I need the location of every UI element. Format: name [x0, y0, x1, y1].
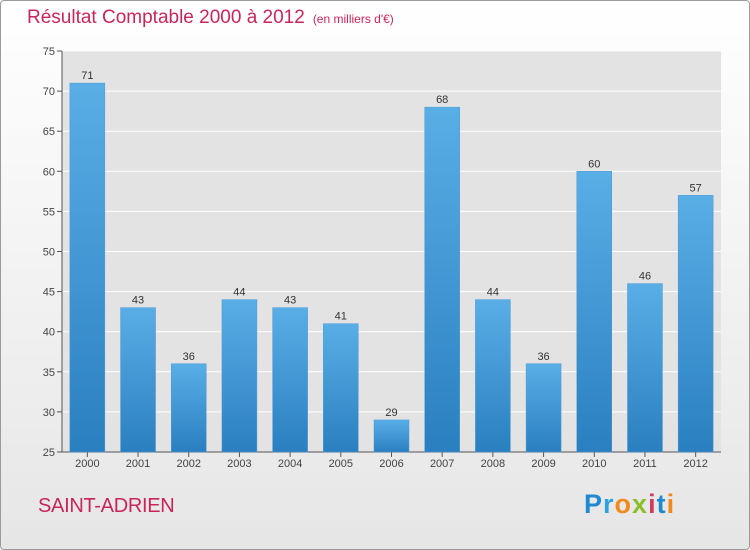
- axis-layer: 25 30 35 40 45 50 55 60 65 70 75 2000 2001 2002 2003 20…: [43, 46, 721, 470]
- x-tick-label: 2008: [481, 458, 505, 470]
- logo-letter: o: [614, 489, 633, 519]
- y-tick-label: 60: [43, 166, 55, 178]
- bar-2008: [475, 299, 511, 453]
- value-label: 43: [132, 295, 144, 307]
- value-label: 44: [487, 287, 499, 299]
- logo-letter: t: [656, 489, 667, 519]
- x-tick-label: 2000: [75, 458, 99, 470]
- value-label: 46: [639, 271, 651, 283]
- x-tick-label: 2001: [126, 458, 150, 470]
- bar-2002: [170, 363, 207, 453]
- x-tick-label: 2003: [227, 458, 251, 470]
- value-label: 57: [690, 182, 702, 194]
- x-tick-label: 2009: [531, 458, 555, 470]
- x-tick-label: 2005: [329, 458, 353, 470]
- chart-unit-text: (en milliers d'€): [312, 12, 394, 26]
- x-tick-label: 2004: [278, 458, 302, 470]
- bar-2000: [69, 82, 106, 453]
- commune-name: SAINT-ADRIEN: [38, 495, 175, 517]
- value-label: 43: [284, 295, 296, 307]
- label-layer: 71 43 36 44 43 41 29 68 44 36 60 46 57: [81, 70, 702, 419]
- value-label: 36: [537, 351, 549, 363]
- y-tick-label: 35: [43, 367, 55, 379]
- y-tick-label: 70: [43, 86, 55, 98]
- logo-letter: i: [666, 489, 676, 519]
- logo-letter: x: [632, 489, 649, 519]
- bar-2009: [525, 363, 562, 453]
- value-label: 36: [183, 351, 195, 363]
- proxiti-logo[interactable]: Proxiti: [584, 489, 675, 520]
- bar-2010: [576, 171, 613, 453]
- logo-letter: i: [648, 489, 657, 519]
- x-tick-label: 2007: [430, 458, 454, 470]
- y-tick-label: 65: [43, 126, 55, 138]
- bar-2001: [120, 307, 156, 453]
- value-label: 60: [588, 158, 600, 170]
- value-label: 29: [385, 407, 397, 419]
- value-label: 68: [436, 94, 448, 106]
- y-tick-label: 25: [43, 447, 55, 459]
- bar-2006: [373, 419, 410, 453]
- bar-2007: [424, 106, 460, 453]
- bar-2004: [272, 307, 308, 453]
- x-tick-label: 2010: [582, 458, 606, 470]
- value-label: 41: [335, 311, 347, 323]
- bar-layer: [69, 82, 714, 453]
- y-tick-label: 30: [43, 407, 55, 419]
- y-tick-label: 50: [43, 247, 55, 259]
- y-tick-label: 55: [43, 206, 55, 218]
- chart-title: Résultat Comptable 2000 à 2012 (en millie…: [27, 7, 394, 29]
- bar-2005: [323, 323, 359, 453]
- x-tick-label: 2006: [379, 458, 403, 470]
- logo-letter: r: [603, 489, 615, 519]
- grid-layer: [62, 50, 721, 453]
- value-label: 44: [233, 287, 245, 299]
- chart-title-text: Résultat Comptable 2000 à 2012: [27, 7, 305, 28]
- x-tick-label: 2012: [683, 458, 707, 470]
- x-tick-label: 2002: [176, 458, 200, 470]
- y-tick-label: 75: [43, 46, 55, 58]
- logo-letter: P: [584, 489, 604, 519]
- bar-2003: [221, 299, 258, 453]
- bar-2012: [677, 195, 714, 453]
- value-label: 71: [81, 70, 93, 82]
- y-tick-label: 45: [43, 287, 55, 299]
- bar-2011: [627, 283, 663, 453]
- y-tick-label: 40: [43, 327, 55, 339]
- x-tick-label: 2011: [633, 458, 657, 470]
